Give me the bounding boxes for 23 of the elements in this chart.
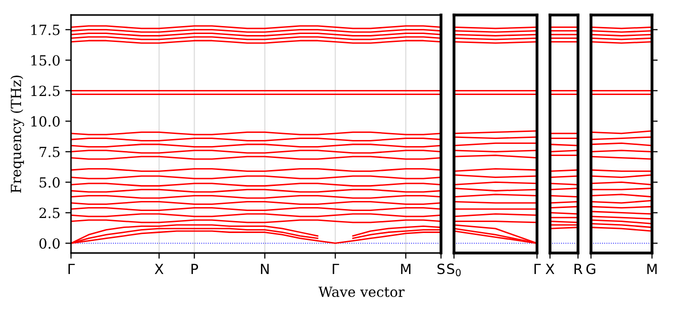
y-axis-title: Frequency (THz) (10, 76, 24, 193)
x-tick-label: X (546, 264, 554, 274)
y-tick-label: 12.5 (31, 86, 60, 96)
y-tick-label: 10.0 (31, 116, 60, 127)
x-tick-label: S (438, 264, 445, 274)
x-tick-label: R (574, 264, 582, 274)
y-tick-label: 17.5 (31, 24, 60, 36)
x-tick-label: Γ (534, 264, 541, 274)
y-tick-label: 2.5 (39, 208, 60, 218)
x-tick-label: Γ (68, 264, 75, 274)
y-tick-label: 5.0 (40, 177, 60, 188)
x-tick-label: G (586, 264, 596, 274)
x-tick-label: P (192, 264, 198, 274)
y-tick-label: 0.0 (39, 238, 60, 249)
x-tick-label: X (154, 264, 164, 274)
x-tick-label: Γ (332, 264, 340, 274)
x-axis-title: Wave vector (318, 286, 405, 298)
x-tick-label: S$_{0}$ (447, 264, 461, 276)
y-tick-label: 7.5 (40, 146, 60, 158)
x-tick-label: M (647, 264, 657, 274)
x-tick-label: N (260, 264, 269, 274)
y-tick-label: 15.0 (31, 55, 60, 66)
x-tick-label: M (401, 264, 410, 274)
